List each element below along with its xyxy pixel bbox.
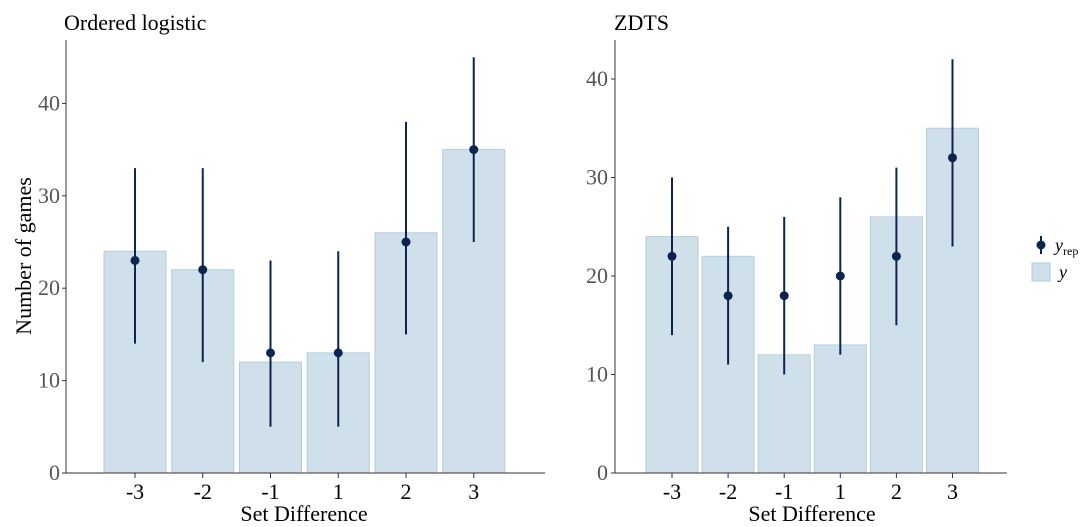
y-axis-label: Number of games [11, 177, 36, 335]
yrep-point-3 [948, 153, 957, 163]
y-tick-label: 0 [597, 460, 608, 485]
x-tick-label: 3 [947, 479, 958, 504]
yrep-point--3 [130, 255, 140, 265]
panel-title: ZDTS [614, 10, 669, 35]
legend-y-label: y [1057, 262, 1067, 282]
y-tick-label: 10 [586, 362, 608, 387]
plot-area: 0 10 20 30 40 -3 -2 -1 1 2 3 [586, 59, 979, 504]
x-tick-label: -1 [261, 479, 279, 504]
y-tick-label: 40 [586, 66, 608, 91]
x-tick-label: 1 [333, 479, 344, 504]
legend-yrep-point [1036, 240, 1046, 250]
yrep-point--3 [667, 251, 677, 261]
x-tick-label: -2 [194, 479, 212, 504]
panel-ordered-logistic: Ordered logistic 0 10 20 30 40 -3 -2 -1 1 2 3 Set … [11, 10, 545, 526]
panel-title: Ordered logistic [64, 10, 207, 35]
legend-yrep-main: y [1053, 235, 1063, 255]
y-tick-label: 40 [38, 90, 60, 115]
legend-yrep-label: yrep [1053, 235, 1078, 258]
x-tick-label: 2 [401, 479, 412, 504]
legend-y-swatch [1031, 262, 1051, 282]
legend-yrep-subscript: rep [1063, 244, 1078, 258]
plot-area: 0 10 20 30 40 -3 -2 -1 1 2 3 [38, 57, 506, 504]
x-tick-label: 1 [835, 479, 846, 504]
x-tick-label: 2 [891, 479, 902, 504]
y-tick-label: 10 [38, 368, 60, 393]
yrep-point-1 [835, 271, 845, 281]
x-tick-label: -2 [719, 479, 737, 504]
yrep-point-3 [469, 145, 479, 155]
yrep-point--1 [779, 291, 789, 301]
x-tick-label: 3 [468, 479, 479, 504]
yrep-point--2 [198, 265, 208, 275]
y-tick-label: 30 [38, 183, 60, 208]
bar-1 [813, 344, 867, 474]
yrep-point--1 [266, 348, 275, 358]
yrep-point-1 [333, 348, 343, 358]
y-tick-label: 20 [38, 275, 60, 300]
yrep-point-2 [401, 237, 411, 247]
yrep-point-2 [891, 251, 901, 261]
x-tick-label: -3 [126, 479, 144, 504]
y-tick-label: 20 [586, 263, 608, 288]
y-tick-label: 30 [586, 165, 608, 190]
x-tick-label: -3 [663, 479, 681, 504]
yrep-point--2 [723, 291, 733, 301]
panel-zdts: ZDTS 0 10 20 30 40 -3 -2 -1 1 2 3 Set Difference [586, 10, 1007, 526]
x-axis-label: Set Difference [748, 501, 875, 526]
x-axis-label: Set Difference [240, 501, 367, 526]
y-tick-label: 0 [49, 460, 60, 485]
legend: yrep y [1031, 235, 1078, 282]
x-tick-label: -1 [775, 479, 793, 504]
